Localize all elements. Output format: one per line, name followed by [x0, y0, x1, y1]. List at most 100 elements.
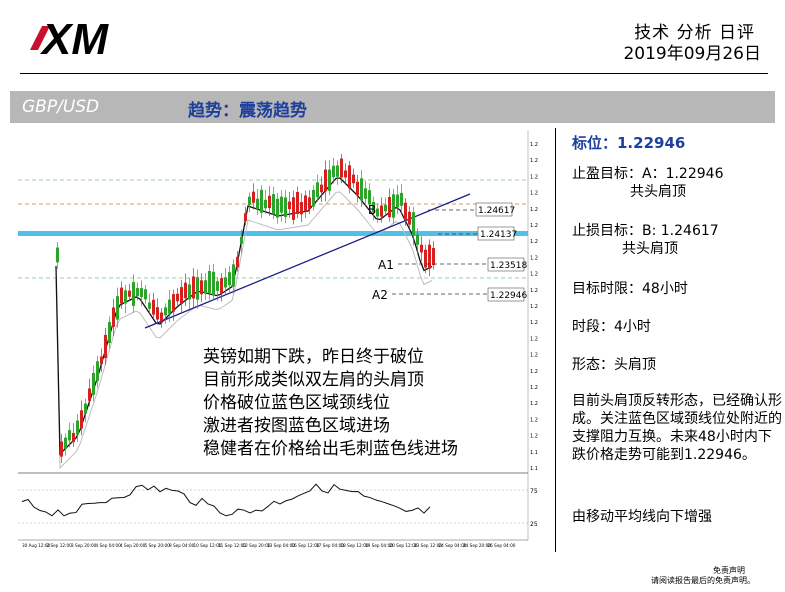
- date-tick: 18 Sep 12:00: [341, 543, 369, 548]
- candle: [212, 271, 215, 296]
- candle: [344, 170, 347, 178]
- candle: [184, 282, 187, 299]
- osc-tick-75: 75: [530, 488, 538, 495]
- stop-loss-note: 共头肩顶: [622, 241, 678, 257]
- candle: [228, 272, 231, 286]
- candle: [180, 287, 183, 304]
- pair-label: GBP/USD: [22, 97, 100, 117]
- price-axis: 1.25845 1.25340 1.24930 1.24825 1.24420 1.240…: [530, 142, 538, 472]
- candle: [216, 281, 219, 291]
- candle: [420, 244, 423, 253]
- candle: [408, 211, 411, 225]
- candle: [224, 277, 227, 288]
- date-tick: 5 Sep 20:00: [145, 543, 171, 548]
- candle: [92, 372, 95, 395]
- candle: [280, 196, 283, 213]
- candle: [388, 197, 391, 218]
- candle: [332, 165, 335, 178]
- date-tick: 17 Sep 04:00: [316, 543, 344, 548]
- candle: [260, 189, 263, 213]
- report-title: 技术 分析 日评: [634, 23, 755, 43]
- candle: [372, 202, 375, 213]
- candle: [416, 234, 419, 245]
- price-tick: 1.24420: [530, 207, 538, 213]
- period: 时段：4小时: [572, 319, 651, 335]
- column-divider: [555, 128, 556, 552]
- date-tick: 20 Sep 12:00: [390, 543, 418, 548]
- price-tick: 1.20660: [530, 401, 538, 407]
- price-chart: B A1 A2 1.24617 1.24137 1.23518 1.22946 …: [18, 128, 538, 550]
- candle: [196, 277, 199, 300]
- candle: [316, 182, 319, 198]
- price-tick: 1.25340: [530, 158, 538, 164]
- pattern: 形态：头肩顶: [572, 357, 656, 373]
- candle: [348, 165, 351, 189]
- candle: [120, 287, 123, 304]
- candle: [252, 191, 255, 203]
- candle: [84, 403, 87, 414]
- candle: [340, 158, 343, 178]
- candle: [328, 169, 331, 191]
- disclaimer-text: 请阅读报告最后的免责声明。: [651, 576, 755, 585]
- date-tick: 19 Sep 04:00: [365, 543, 393, 548]
- candle: [312, 189, 315, 207]
- date-tick: 30 Aug 12:00: [22, 543, 51, 548]
- report-date: 2019年09月26日: [623, 44, 761, 64]
- candle: [380, 205, 383, 217]
- candle: [432, 248, 435, 266]
- value-box-a1-text: 1.23518: [490, 261, 527, 271]
- date-tick: 3 Sep 20:00: [71, 543, 97, 548]
- price-tick: 1.23100: [530, 272, 538, 278]
- candle: [300, 201, 303, 215]
- candle: [368, 190, 371, 205]
- candle: [356, 181, 359, 196]
- price-tick: 1.23405: [530, 255, 538, 261]
- date-tick: 12 Sep 20:00: [243, 543, 271, 548]
- candle: [200, 280, 203, 295]
- candle: [116, 296, 119, 320]
- price-tick: 1.21270: [530, 369, 538, 375]
- candle: [396, 194, 399, 208]
- neckline-band: [18, 231, 528, 236]
- price-tick: 1.20355: [530, 417, 538, 423]
- annotation-line: 激进者按图蓝色区域进场: [203, 416, 390, 436]
- candle: [104, 334, 107, 359]
- candle: [88, 388, 91, 401]
- candle: [256, 198, 259, 209]
- price-tick: 1.19745: [530, 450, 538, 456]
- label-b: B: [368, 203, 376, 217]
- annotation-line: 英镑如期下跌，昨日终于破位: [203, 347, 424, 367]
- candle: [96, 361, 99, 381]
- annotation-line: 稳健者在价格给出毛刺蓝色线进场: [203, 439, 458, 459]
- candle: [188, 284, 191, 300]
- date-tick: 24 Sep 04:00: [439, 543, 467, 548]
- candle: [400, 192, 403, 206]
- oscillator-line: [21, 483, 431, 517]
- candle: [268, 195, 271, 209]
- header-divider: [20, 73, 768, 74]
- candle: [112, 307, 115, 327]
- time-limit: 目标时限：48小时: [572, 281, 688, 297]
- price-tick: 1.23710: [530, 239, 538, 245]
- candle: [364, 188, 367, 199]
- annotation-line: 价格破位蓝色区域颈线位: [203, 393, 390, 413]
- label-a2: A2: [372, 288, 388, 302]
- candle: [68, 430, 71, 441]
- candle: [284, 197, 287, 217]
- candle: [204, 280, 207, 294]
- date-tick: 24 Sep 20:00: [463, 543, 491, 548]
- candle: [412, 212, 415, 236]
- candle: [208, 270, 211, 293]
- candle: [164, 307, 167, 316]
- candle: [240, 236, 243, 244]
- candle: [352, 174, 355, 184]
- candle: [60, 441, 63, 457]
- candle: [244, 213, 247, 222]
- candle: [72, 432, 75, 443]
- price-tick: 1.25845: [530, 142, 538, 148]
- take-profit-note: 共头肩顶: [630, 184, 686, 200]
- candle: [220, 278, 223, 294]
- candle: [336, 165, 339, 177]
- candle: [304, 195, 307, 212]
- price-tick: 1.21880: [530, 336, 538, 342]
